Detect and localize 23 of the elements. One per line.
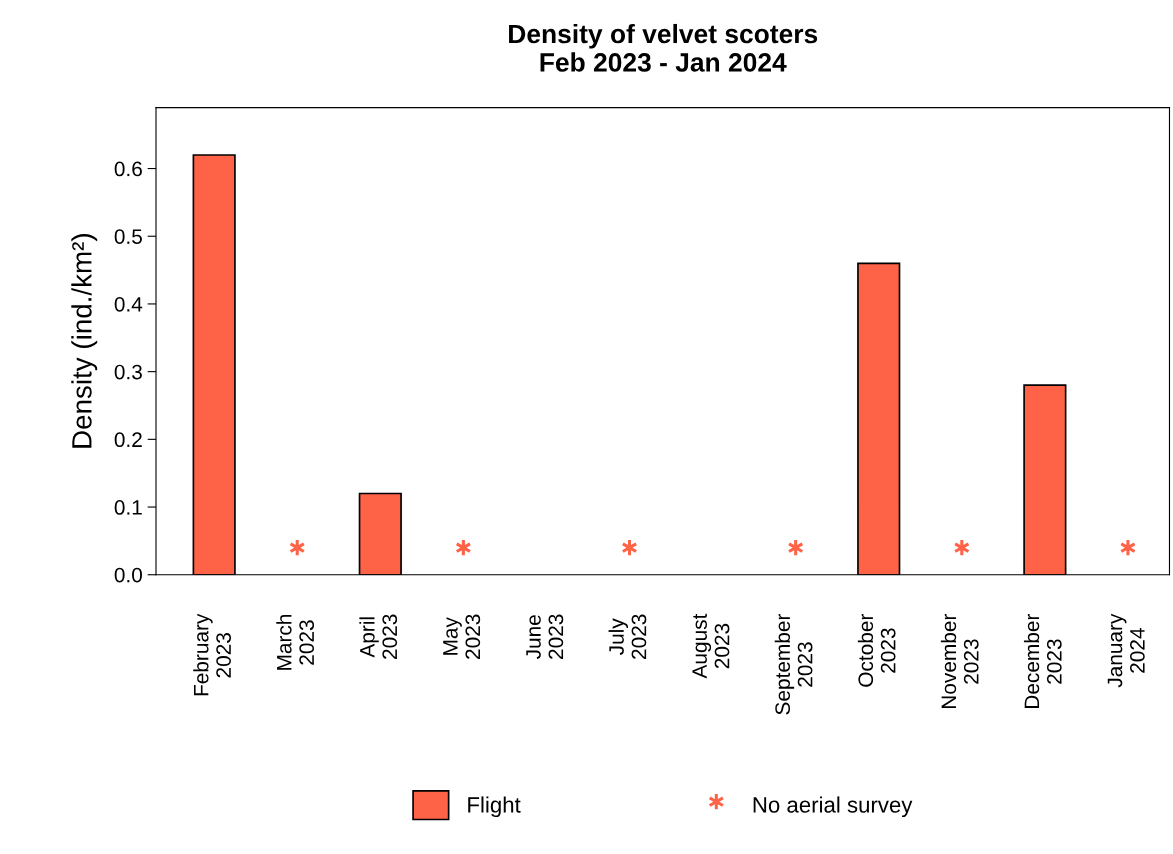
x-tick-label: September 2023	[774, 613, 813, 715]
x-tick-label: March 2023	[276, 614, 315, 670]
y-tick-label: 0.1	[114, 500, 142, 515]
chart-title: Density of velvet scoters Feb 2023 - Jan 2024	[509, 23, 818, 72]
x-tick-label: December 2023	[1023, 613, 1062, 709]
y-tick-label: 0.6	[114, 161, 142, 177]
x-tick-label: May 2023	[443, 614, 481, 659]
y-tick-label: 0.0	[114, 567, 142, 583]
x-tick-label: January 2024	[1107, 613, 1145, 688]
x-tick-label: August 2023	[692, 613, 730, 679]
x-tick-label: April 2023	[359, 614, 398, 659]
x-tick-label: October 2023	[857, 613, 896, 687]
y-axis-title: Density (ind./km²)	[71, 234, 98, 448]
x-tick-label: July 2023	[608, 614, 647, 659]
legend-label: No aerial survey	[753, 796, 913, 818]
x-tick-label: February 2023	[193, 613, 231, 696]
x-tick-label: June 2023	[526, 614, 564, 660]
y-tick-label: 0.5	[114, 229, 142, 244]
x-tick-label: November 2023	[940, 613, 979, 709]
y-tick-label: 0.3	[114, 364, 142, 380]
y-tick-label: 0.2	[114, 432, 142, 448]
legend-label: Flight	[468, 796, 521, 818]
y-tick-label: 0.4	[114, 296, 143, 312]
